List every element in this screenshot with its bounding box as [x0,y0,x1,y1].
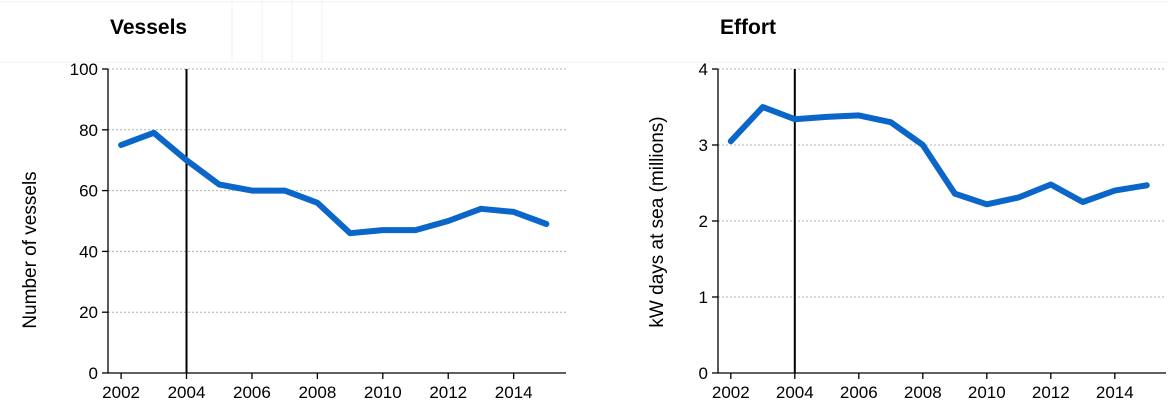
effort-gridlines [718,68,1166,298]
effort-x-tick-label: 2004 [776,383,814,402]
vessels-y-tick-label: 80 [79,121,98,140]
vessels-x-tick-label: 2014 [495,383,533,402]
vessels-series-line [118,129,550,237]
effort-x-ticks: 2002 2004 2006 2008 2010 2012 2014 [712,373,1134,402]
effort-y-ticks: 0 1 2 3 4 [699,60,718,383]
vessels-y-axis-label: Number of vessels [20,171,41,328]
effort-y-axis-label: kW days at sea (millions) [647,116,668,327]
vessels-x-tick-label: 2008 [298,383,336,402]
effort-series-line [727,104,1150,208]
effort-x-tick-label: 2002 [712,383,750,402]
vessels-panel: Vessels Number of vessels 0 20 40 60 80 100 2… [20,16,566,402]
effort-title: Effort [720,16,776,39]
vessels-y-tick-label: 60 [79,182,98,201]
vessels-y-tick-label: 20 [79,303,98,322]
effort-y-tick-label: 3 [699,136,708,155]
vessels-title: Vessels [110,16,187,39]
effort-x-tick-label: 2008 [904,383,942,402]
effort-y-tick-label: 2 [699,212,708,231]
vessels-x-tick-label: 2010 [364,383,402,402]
effort-x-tick-label: 2014 [1096,383,1134,402]
effort-x-tick-label: 2012 [1032,383,1070,402]
effort-y-tick-label: 0 [699,364,708,383]
effort-y-tick-label: 4 [699,60,708,79]
vessels-x-ticks: 2002 2004 2006 2008 2010 2012 2014 [102,373,533,402]
vessels-x-tick-label: 2012 [429,383,467,402]
background-grid [0,0,1168,63]
effort-panel: Effort kW days at sea (millions) 0 1 2 3 4 2… [647,16,1166,402]
vessels-x-tick-label: 2004 [168,383,206,402]
effort-x-tick-label: 2006 [840,383,878,402]
vessels-x-tick-label: 2002 [102,383,140,402]
effort-x-tick-label: 2010 [968,383,1006,402]
vessels-y-tick-label: 0 [89,364,98,383]
vessels-y-ticks: 0 20 40 60 80 100 [70,60,108,383]
vessels-gridlines [108,68,566,313]
vessels-y-tick-label: 40 [79,242,98,261]
vessels-y-tick-label: 100 [70,60,98,79]
vessels-x-tick-label: 2006 [233,383,271,402]
effort-y-tick-label: 1 [699,288,708,307]
